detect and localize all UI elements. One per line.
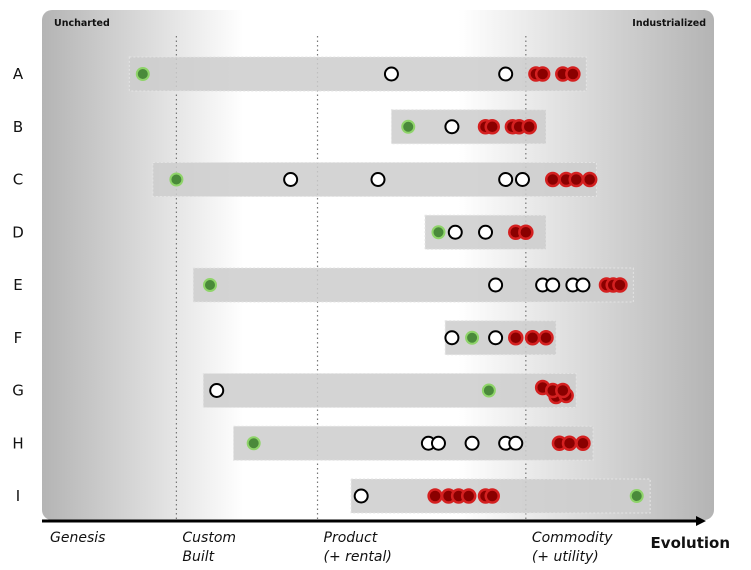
row-label-i: I <box>16 487 20 505</box>
point-red-marker <box>538 330 554 346</box>
point-white-marker <box>498 66 514 82</box>
point-red-marker <box>612 277 628 293</box>
point-white-marker <box>430 435 446 451</box>
row-labels: A B C D E F G H I <box>12 65 24 505</box>
point-white-marker <box>370 172 386 187</box>
row-label-a: A <box>13 65 24 83</box>
point-red-marker <box>484 488 500 504</box>
point-white-marker <box>478 224 494 240</box>
row-band-h <box>233 425 594 461</box>
point-white-marker <box>508 435 524 451</box>
row-label-f: F <box>14 329 23 347</box>
point-red-marker <box>568 171 584 188</box>
row-label-g: G <box>12 382 24 400</box>
point-white-marker <box>488 277 504 293</box>
axis-title: Evolution <box>651 534 730 552</box>
point-white-marker <box>447 224 463 240</box>
point-red-marker <box>508 330 524 346</box>
point-white-marker <box>464 435 480 451</box>
row-band-a <box>128 56 587 92</box>
point-red-marker <box>484 119 500 135</box>
point-red-marker <box>561 435 578 451</box>
row-label-d: D <box>12 223 24 241</box>
row-band-i <box>350 478 651 514</box>
point-white-marker <box>283 172 299 187</box>
row-label-h: H <box>12 434 23 452</box>
point-green-marker <box>169 172 184 187</box>
point-white-marker <box>209 383 225 398</box>
point-green-marker <box>629 489 644 503</box>
point-white-marker <box>444 330 460 346</box>
point-red-marker <box>521 119 537 135</box>
point-white-marker <box>488 330 504 346</box>
stage-label-genesis: Genesis <box>50 530 105 546</box>
stage-label-commodity: (+ utility) <box>532 549 599 565</box>
point-white-marker <box>575 277 591 293</box>
corner-label-left: Uncharted <box>54 18 110 29</box>
stage-label-product: (+ rental) <box>324 549 392 565</box>
point-red-marker <box>544 171 561 188</box>
point-white-marker <box>383 66 399 82</box>
corner-label-right: Industrialized <box>632 18 706 29</box>
stage-label-commodity: Commodity <box>532 530 613 546</box>
stage-label-custom-built: Built <box>182 549 214 565</box>
point-green-marker <box>465 330 480 345</box>
point-red-marker <box>555 382 571 399</box>
point-green-marker <box>401 119 416 134</box>
point-green-marker <box>246 436 261 451</box>
row-label-e: E <box>13 276 22 294</box>
point-green-marker <box>135 67 150 81</box>
point-red-marker <box>518 224 534 240</box>
point-white-marker <box>545 277 561 293</box>
stage-label-product: Product <box>324 530 378 546</box>
point-green-marker <box>203 278 217 292</box>
point-red-marker <box>524 330 541 346</box>
point-red-marker <box>460 488 477 504</box>
point-white-marker <box>514 172 530 187</box>
point-white-marker <box>444 119 460 135</box>
stage-label-custom-built: Custom <box>182 530 236 546</box>
point-red-marker <box>581 171 598 188</box>
row-label-b: B <box>13 118 23 136</box>
stage-labels: Genesis Custom Built Product (+ rental) Commo… <box>50 530 613 565</box>
point-green-marker <box>431 225 446 240</box>
point-red-marker <box>575 435 591 451</box>
point-white-marker <box>498 172 514 187</box>
point-red-marker <box>427 488 443 504</box>
row-points <box>135 66 644 504</box>
point-green-marker <box>481 383 496 398</box>
row-label-c: C <box>13 171 23 189</box>
point-red-marker <box>534 66 551 82</box>
row-band-g <box>202 373 577 408</box>
point-red-marker <box>565 66 581 82</box>
point-white-marker <box>353 488 369 504</box>
